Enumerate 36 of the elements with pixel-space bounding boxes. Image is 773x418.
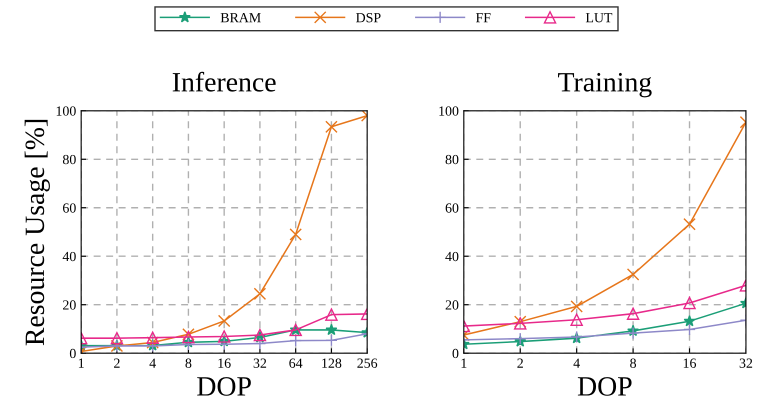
x-tick-label: 4 xyxy=(149,358,156,368)
x-tick-label: 32 xyxy=(740,358,752,368)
x-tick-label: 2 xyxy=(517,358,523,368)
y-tick-label: 60 xyxy=(63,203,76,213)
y-tick-label: 100 xyxy=(56,106,76,116)
x-tick-label: 128 xyxy=(322,358,342,368)
y-tick-label: 0 xyxy=(70,348,76,358)
legend-label: BRAM xyxy=(220,13,261,22)
y-tick-label: 100 xyxy=(439,106,458,116)
x-tick-label: 256 xyxy=(357,358,378,368)
x-axis-title: DOP xyxy=(197,377,251,396)
y-tick-label: 0 xyxy=(452,348,458,358)
y-tick-label: 20 xyxy=(446,300,458,310)
x-tick-label: 1 xyxy=(462,358,466,368)
x-tick-label: 4 xyxy=(573,358,580,368)
y-tick-label: 80 xyxy=(62,154,76,164)
x-tick-label: 8 xyxy=(185,358,192,368)
y-tick-label: 60 xyxy=(446,203,458,213)
y-tick-label: 40 xyxy=(62,252,76,262)
x-axis-title: DOP xyxy=(578,377,632,396)
x-tick-label: 1 xyxy=(78,358,84,368)
y-tick-label: 40 xyxy=(445,252,458,262)
legend-label: FF xyxy=(476,13,490,22)
x-tick-label: 16 xyxy=(684,358,696,368)
chart-title: Inference xyxy=(172,72,276,92)
x-tick-label: 32 xyxy=(254,358,266,368)
x-tick-label: 8 xyxy=(630,358,636,368)
x-tick-label: 16 xyxy=(218,358,231,368)
x-tick-label: 2 xyxy=(114,358,120,368)
legend-label: DSP xyxy=(356,13,381,22)
y-axis-title: Resource Usage [%] xyxy=(24,120,50,346)
y-tick-label: 20 xyxy=(63,300,76,310)
chart-title: Training xyxy=(558,72,652,98)
y-tick-label: 80 xyxy=(446,154,458,164)
x-tick-label: 64 xyxy=(289,358,302,368)
legend-label: LUT xyxy=(586,13,612,22)
